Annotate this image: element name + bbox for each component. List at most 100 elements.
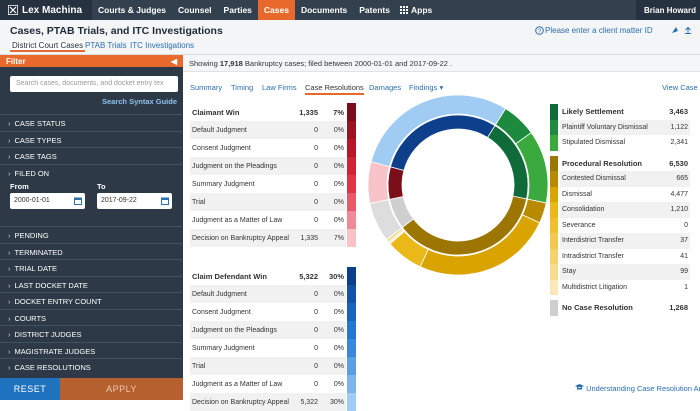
- row-label: Likely Settlement: [562, 107, 624, 117]
- filter-section[interactable]: DOCKET ENTRY COUNT: [0, 292, 183, 309]
- resolution-donut: [368, 95, 548, 275]
- row-label: Trial: [192, 198, 206, 206]
- nav-item[interactable]: Documents: [300, 5, 348, 15]
- row-label: Claimant Win: [192, 107, 240, 117]
- color-swatch: [347, 303, 356, 321]
- help-link[interactable]: Understanding Case Resolution Ana: [575, 383, 700, 393]
- filter-section[interactable]: PENDING: [0, 226, 183, 243]
- row-count: 0: [314, 198, 318, 206]
- from-date[interactable]: 2000-01-01: [10, 193, 85, 209]
- syntax-link[interactable]: Search Syntax Guide: [101, 97, 177, 106]
- group-row: Stipulated Dismissal 2,341: [560, 135, 690, 151]
- client-matter-link[interactable]: Please enter a client matter ID: [545, 26, 653, 35]
- calendar-icon: [74, 197, 82, 205]
- color-swatch: [550, 217, 558, 233]
- filter-section[interactable]: CASE TYPES: [0, 130, 183, 148]
- sub-tab[interactable]: Case Resolutions: [305, 83, 364, 95]
- color-swatch: [550, 264, 558, 280]
- row-count: 0: [314, 380, 318, 388]
- filter-section[interactable]: LAST DOCKET DATE: [0, 275, 183, 293]
- filter-section[interactable]: COURTS: [0, 308, 183, 326]
- page-title: Cases, PTAB Trials, and ITC Investigatio…: [10, 25, 223, 37]
- nav-item[interactable]: Counsel: [178, 5, 212, 15]
- sub-tab[interactable]: Summary: [190, 83, 223, 92]
- row-count: 1,210: [670, 206, 688, 214]
- row-count: 0: [314, 126, 318, 134]
- filter-section[interactable]: CASE RESOLUTIONS: [0, 358, 183, 375]
- row-label: Decision on Bankruptcy Appeal: [192, 234, 289, 242]
- row-pct: 0%: [333, 362, 344, 370]
- summary-rest: Bankruptcy cases; filed between 2000-01-…: [244, 59, 453, 68]
- share-icons[interactable]: [670, 25, 696, 35]
- table-row: Summary Judgment 0 0%: [190, 175, 346, 193]
- tab[interactable]: PTAB Trials: [85, 41, 127, 50]
- user-menu[interactable]: Brian Howard: [636, 0, 700, 20]
- row-pct: 0%: [333, 344, 344, 352]
- color-swatch: [347, 175, 356, 193]
- nav-item[interactable]: Patents: [359, 5, 390, 15]
- color-swatch: [347, 103, 356, 121]
- color-swatch: [550, 135, 558, 151]
- filter-section[interactable]: CASE TAGS: [0, 147, 183, 164]
- nav-item[interactable]: Courts & Judges: [98, 5, 167, 15]
- row-count: 0: [314, 308, 318, 316]
- row-count: 1,335: [299, 107, 318, 117]
- group-row: Interdistrict Transfer 37: [560, 233, 690, 249]
- filter-section[interactable]: TRIAL DATE: [0, 259, 183, 276]
- row-label: Judgment as a Matter of Law: [192, 380, 283, 388]
- row-pct: 30%: [328, 271, 344, 281]
- collapse-arrow[interactable]: ◀: [170, 57, 177, 66]
- row-pct: 0%: [333, 126, 344, 134]
- table-row: Judgment as a Matter of Law 0 0%: [190, 375, 346, 393]
- tab[interactable]: ITC Investigations: [130, 41, 195, 50]
- row-count: 1,268: [669, 303, 688, 313]
- filter-section[interactable]: MAGISTRATE JUDGES: [0, 341, 183, 359]
- row-count: 0: [314, 216, 318, 224]
- color-swatch: [347, 211, 356, 229]
- page-header: Cases, PTAB Trials, and ITC Investigatio…: [0, 20, 700, 55]
- calendar-icon: [161, 197, 169, 205]
- group-row: Multidistrict Litigation 1: [560, 280, 690, 296]
- row-label: Contested Dismissal: [562, 175, 626, 183]
- apps-icon: [399, 6, 408, 14]
- row-pct: 0%: [333, 380, 344, 388]
- row-count: 0: [314, 162, 318, 170]
- table-row: Decision on Bankruptcy Appeal 1,335 7%: [190, 229, 346, 247]
- row-label: No Case Resolution: [562, 303, 633, 313]
- logo-icon: [8, 5, 18, 15]
- filter-section[interactable]: CASE STATUS: [0, 114, 183, 131]
- filter-section[interactable]: TERMINATED: [0, 242, 183, 260]
- nav-item[interactable]: Parties: [223, 5, 252, 15]
- row-count: 0: [314, 326, 318, 334]
- row-count: 41: [680, 252, 688, 260]
- table-row: Judgment on the Pleadings 0 0%: [190, 321, 346, 339]
- color-swatch: [550, 279, 558, 295]
- color-swatch: [347, 139, 356, 157]
- to-date[interactable]: 2017-09-22: [97, 193, 172, 209]
- sub-tab[interactable]: Timing: [231, 83, 254, 92]
- row-label: Summary Judgment: [192, 344, 255, 352]
- result-summary: Showing 17,918 Bankruptcy cases; filed b…: [183, 55, 700, 72]
- row-count: 0: [314, 144, 318, 152]
- sub-tab[interactable]: Findings: [409, 83, 443, 92]
- color-swatch: [550, 155, 558, 171]
- sub-tab[interactable]: Damages: [369, 83, 402, 92]
- row-pct: 7%: [333, 234, 344, 242]
- nav-item[interactable]: Cases: [257, 0, 295, 20]
- apply-button[interactable]: APPLY: [60, 378, 183, 400]
- row-label: Default Judgment: [192, 290, 247, 298]
- row-label: Trial: [192, 362, 206, 370]
- reset-button[interactable]: RESET: [0, 378, 60, 400]
- tab[interactable]: District Court Cases: [10, 41, 86, 52]
- cap-icon: [575, 384, 584, 390]
- search-input[interactable]: Search cases, documents, and docket entr…: [10, 76, 178, 92]
- view-case-list-link[interactable]: View Case L: [662, 83, 700, 92]
- row-label: Plaintiff Voluntary Dismissal: [562, 123, 648, 131]
- sub-tab[interactable]: Law Firms: [262, 83, 297, 92]
- logo[interactable]: Lex Machina: [0, 0, 92, 20]
- row-pct: 7%: [333, 107, 344, 117]
- filter-section[interactable]: DISTRICT JUDGES: [0, 325, 183, 342]
- row-count: 5,322: [299, 271, 318, 281]
- nav-item[interactable]: Apps: [410, 5, 433, 15]
- filter-section[interactable]: FILED ON: [0, 163, 183, 181]
